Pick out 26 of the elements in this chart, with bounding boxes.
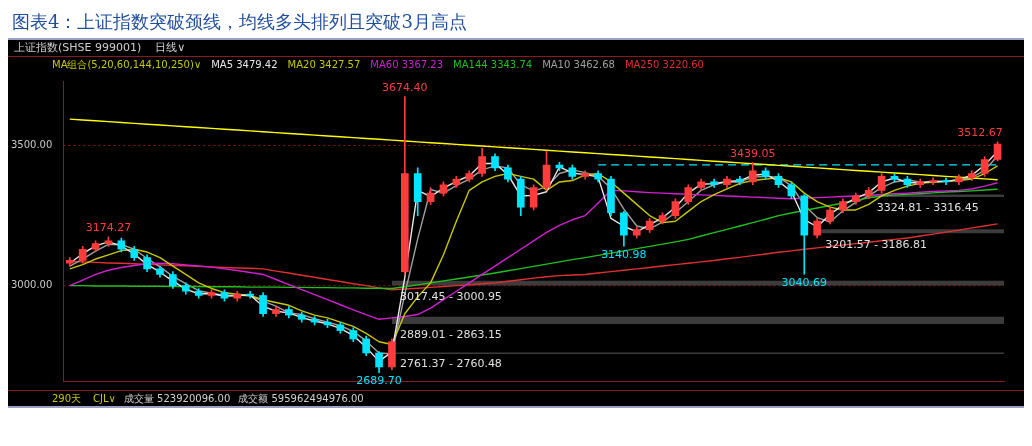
text: MA60 3367.23 [370, 59, 444, 70]
text: 上证指数(SHSE 999001) [14, 41, 142, 54]
text: MA144 3343.74 [453, 59, 533, 70]
chart-title: 图表4：上证指数突破颈线，均线多头排列且突破3月高点 [11, 10, 468, 34]
text: MA250 3220.60 [624, 59, 704, 70]
text: CJL∨ [93, 393, 116, 404]
annotation: 2689.70 [356, 374, 402, 388]
text: 日线∨ [155, 41, 186, 54]
text: MA5 3479.42 [211, 59, 278, 70]
text: MA20 3427.57 [287, 59, 361, 70]
annotation: 3140.98 [601, 247, 647, 261]
y-tick-label: 3000.00 [10, 279, 53, 291]
annotation: 3439.05 [729, 146, 776, 160]
text: 290天 [52, 393, 82, 404]
band-label: 2889.01 - 2863.15 [399, 328, 502, 342]
text: MA组合(5,20,60,144,10,250)∨ [52, 59, 202, 70]
text: 成交量 523920096.00 [123, 393, 231, 404]
annotation: 3040.69 [781, 275, 828, 289]
annotation: 3174.27 [85, 221, 132, 235]
text: MA10 3462.68 [542, 59, 615, 70]
annotation: 3512.67 [957, 126, 1003, 140]
annotation: 3674.40 [382, 80, 428, 94]
band-label: 2761.37 - 2760.48 [399, 357, 502, 371]
band-label: 3324.81 - 3316.45 [876, 201, 979, 215]
y-tick-label: 3500.00 [10, 139, 53, 151]
text: 成交额 595962494976.00 [238, 393, 364, 404]
